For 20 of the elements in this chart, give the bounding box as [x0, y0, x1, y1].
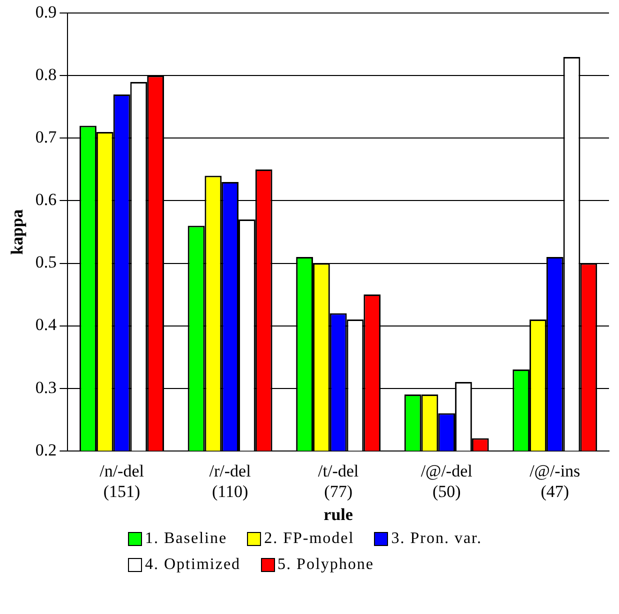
y-axis-title: kappa — [8, 208, 27, 255]
y-tick-label: 0.9 — [35, 2, 57, 22]
series-label: 4. Optimized — [145, 556, 241, 574]
y-tick-label: 0.7 — [35, 128, 58, 147]
legend-label: 3. Pron. var. — [391, 530, 482, 548]
y-tick-label: 0.6 — [35, 190, 57, 210]
x-axis-title: rule — [324, 505, 354, 524]
y-tick-label: 0.2 — [35, 440, 57, 460]
y-tick-label: 0.4 — [35, 315, 58, 334]
x-tick-label: /n/-del (151) — [100, 461, 144, 501]
legend-label: 1. Baseline — [145, 530, 228, 548]
y-tick-label: 0.3 — [35, 378, 57, 397]
y-tick-label: 0.5 — [35, 252, 57, 272]
legend-label: 5. Polyphone — [278, 556, 374, 574]
legend-label: 2. FP-model — [264, 530, 354, 548]
x-tick-label: /t/-del (77) — [318, 461, 359, 501]
x-tick-label: /r/-del (110) — [209, 461, 252, 501]
x-tick-label: /@/-ins (47) — [530, 461, 580, 501]
x-tick-label: /@/-del (50) — [420, 461, 473, 501]
y-tick-label: 0.8 — [35, 65, 57, 84]
